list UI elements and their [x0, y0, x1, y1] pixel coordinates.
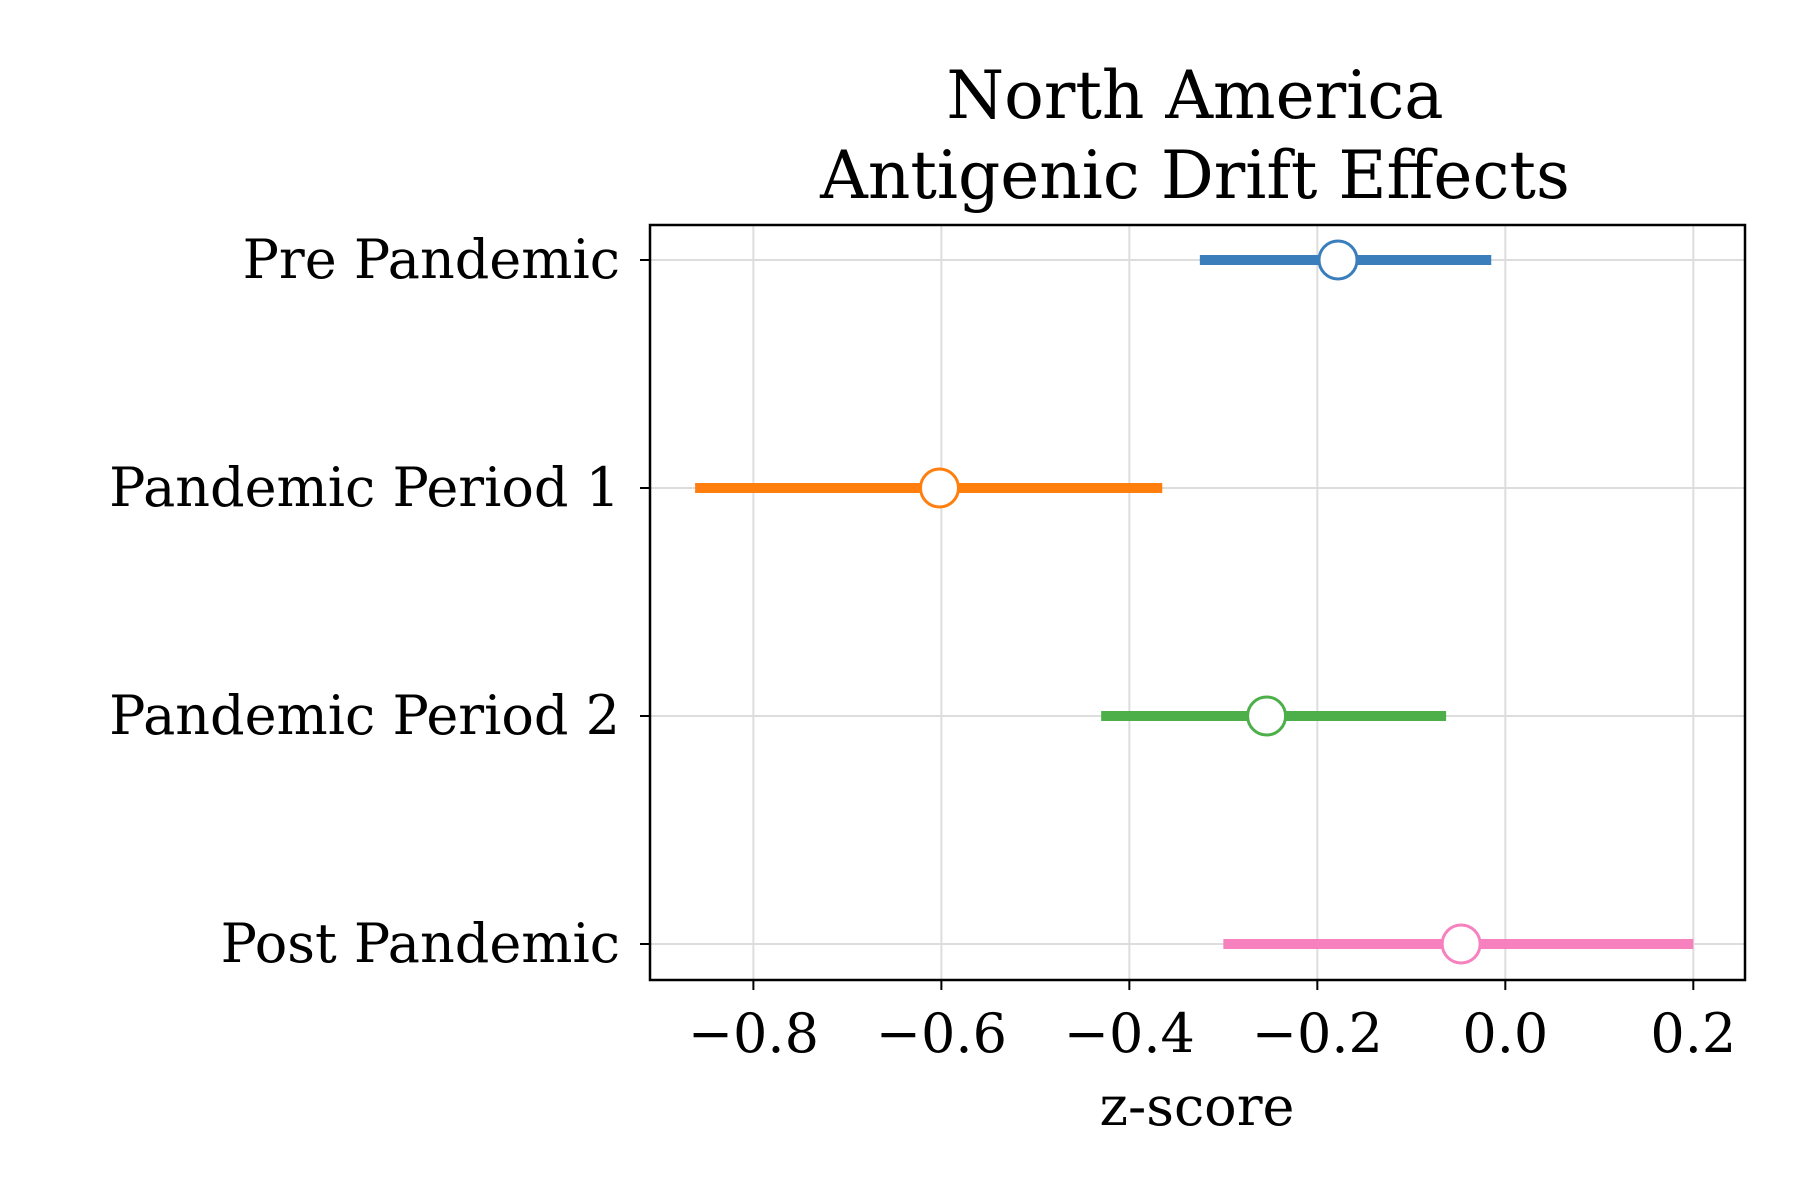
x-axis: −0.8 −0.6 −0.4 −0.2 0.0 0.2	[688, 980, 1736, 1065]
grid	[650, 225, 1745, 980]
point-estimate	[1440, 923, 1482, 965]
x-tick-label: −0.4	[1064, 1002, 1195, 1065]
plot-area	[648, 223, 1747, 982]
x-tick-label: −0.2	[1252, 1002, 1383, 1065]
x-tick-label: −0.8	[688, 1002, 819, 1065]
x-tick-label: −0.6	[876, 1002, 1007, 1065]
x-axis-label: z-score	[1100, 1075, 1295, 1138]
x-tick-label: 0.0	[1462, 1002, 1548, 1065]
point-estimate	[918, 467, 960, 509]
series	[695, 239, 1694, 965]
y-axis: Pre Pandemic Pandemic Period 1 Pandemic Pe…	[109, 228, 650, 975]
point-estimate	[1246, 695, 1288, 737]
y-tick-label: Pre Pandemic	[243, 228, 620, 291]
chart-title-line-2: Antigenic Drift Effects	[819, 137, 1570, 214]
y-tick-label: Pandemic Period 2	[109, 684, 620, 747]
chart-title: North America Antigenic Drift Effects	[819, 57, 1570, 214]
y-tick-label: Post Pandemic	[221, 912, 620, 975]
chart-title-line-1: North America	[946, 57, 1443, 134]
point-estimate	[1317, 239, 1359, 281]
y-tick-label: Pandemic Period 1	[109, 456, 620, 519]
x-tick-label: 0.2	[1650, 1002, 1736, 1065]
